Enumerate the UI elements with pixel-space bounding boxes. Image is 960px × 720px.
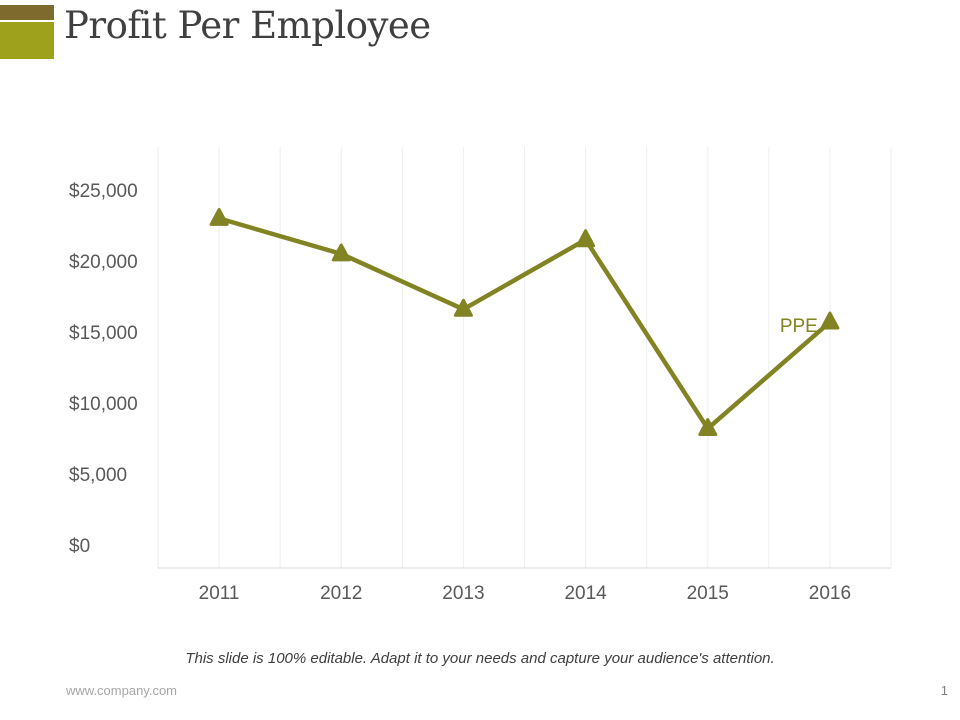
x-tick-label: 2016 <box>809 583 851 604</box>
data-point-marker <box>331 243 351 262</box>
x-tick-label: 2013 <box>442 583 484 604</box>
y-tick-label: $15,000 <box>69 323 138 344</box>
x-tick-label: 2015 <box>687 583 729 604</box>
data-point-marker <box>698 418 718 437</box>
y-tick-label: $20,000 <box>69 252 138 273</box>
x-tick-label: 2012 <box>320 583 362 604</box>
title-accent-dark <box>0 5 54 20</box>
series-label: PPE <box>780 316 818 337</box>
slide-caption: This slide is 100% editable. Adapt it to… <box>185 650 775 667</box>
data-point-marker <box>453 298 473 317</box>
page-number: 1 <box>940 683 948 698</box>
data-point-marker <box>209 207 229 226</box>
x-tick-label: 2014 <box>564 583 607 604</box>
slide-title: Profit Per Employee <box>64 4 431 47</box>
x-tick-label: 2011 <box>199 583 240 604</box>
y-tick-label: $5,000 <box>69 465 127 486</box>
series-line <box>216 216 833 431</box>
title-accent-light <box>0 22 54 59</box>
y-tick-label: $0 <box>69 536 90 557</box>
data-point-marker <box>576 229 596 248</box>
y-tick-label: $25,000 <box>69 181 138 202</box>
data-point-marker <box>820 311 840 330</box>
y-tick-label: $10,000 <box>69 394 138 415</box>
footer-url: www.company.com <box>66 683 178 698</box>
